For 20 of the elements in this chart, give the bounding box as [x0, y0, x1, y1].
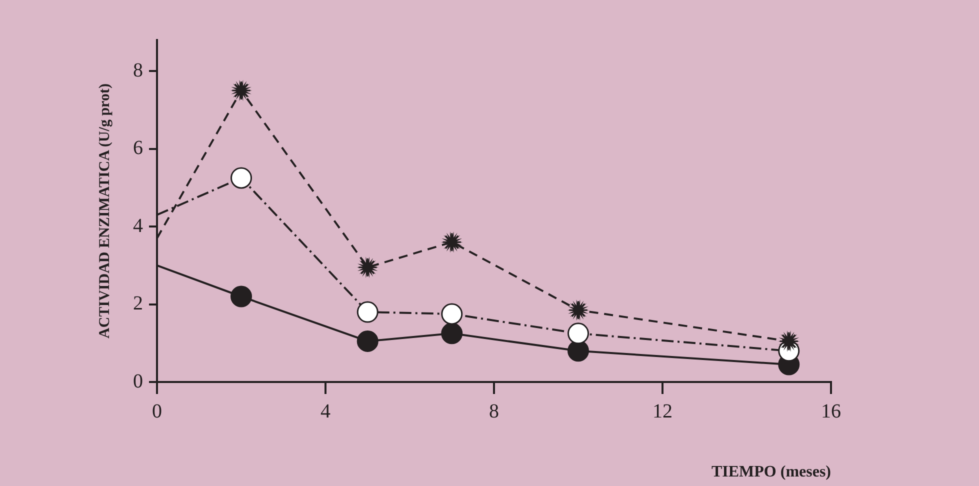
point [568, 340, 589, 362]
point [230, 286, 252, 308]
point [356, 330, 378, 352]
y-tick-label: 8 [133, 59, 143, 82]
y-tick-label: 0 [133, 370, 143, 392]
point [568, 322, 589, 344]
y-tick-label: 4 [133, 214, 143, 237]
x-tick-label: 8 [489, 400, 499, 422]
point [230, 167, 252, 189]
y-axis-title: ACTIVIDAD ENZIMATICA (U/g prot) [96, 84, 113, 338]
y-tick-label: 2 [133, 292, 143, 315]
x-axis-title: TIEMPO (meses) [711, 464, 831, 481]
point [441, 322, 463, 344]
x-tick-label: 12 [652, 400, 672, 422]
x-tick-label: 0 [152, 400, 162, 422]
point [356, 301, 378, 323]
x-tick-label: 4 [320, 400, 330, 422]
x-tick-label: 16 [821, 400, 841, 422]
point [441, 303, 463, 325]
y-tick-label: 6 [133, 137, 143, 160]
